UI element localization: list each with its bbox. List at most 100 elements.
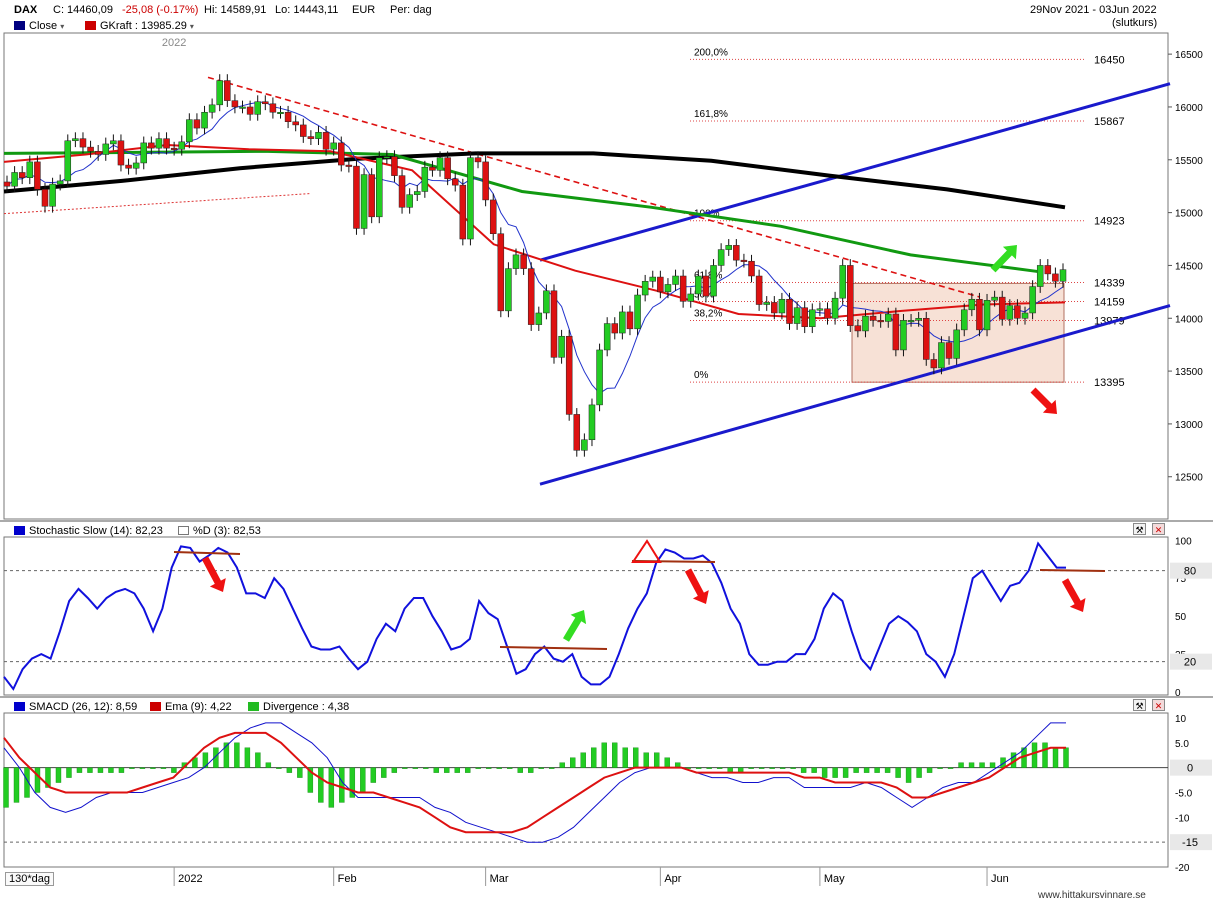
candle-up (72, 138, 79, 142)
candle-down (998, 296, 1006, 320)
candle-up (254, 101, 261, 115)
divergence-bar (622, 747, 628, 768)
price-tick-label: 13500 (1175, 367, 1203, 378)
candle-down (869, 315, 877, 321)
candle-down (801, 307, 808, 327)
candle-down (391, 156, 398, 176)
stoch-tick-label: 0 (1175, 688, 1181, 699)
divergence-bar (968, 762, 975, 768)
candle-up (664, 284, 672, 293)
candle-up (983, 300, 991, 331)
divergence-bar (538, 767, 544, 769)
candle-down (224, 80, 231, 101)
price-level-label: 14339 (1094, 277, 1125, 289)
macd-legend-main: SMACD (26, 12): 8,59 (14, 701, 137, 713)
candle-down (451, 178, 459, 186)
divergence-bar (444, 767, 450, 773)
divergence-bar (34, 767, 41, 793)
candle-down (657, 276, 664, 293)
candle-up (1021, 312, 1029, 319)
divergence-bar (612, 742, 618, 768)
candle-up (64, 140, 72, 182)
red-arrow-icon (1030, 387, 1057, 414)
footer-period[interactable]: 130*dag (5, 872, 54, 886)
candle-down (824, 308, 831, 319)
legend-close[interactable]: Close ▾ (14, 20, 64, 32)
candle-down (474, 157, 482, 163)
stoch-tick-label: 100 (1175, 536, 1192, 547)
macd-level-box (1170, 759, 1212, 776)
candle-up (376, 157, 383, 218)
divergence-bar (958, 762, 964, 768)
smacd-line (3, 722, 1066, 843)
legend-close-swatch (14, 21, 25, 30)
close-icon[interactable]: ✕ (1152, 699, 1165, 711)
close-icon[interactable]: ✕ (1152, 523, 1165, 535)
ema-swatch (150, 702, 161, 711)
divergence-bar (402, 767, 408, 769)
divergence-bar (234, 742, 240, 768)
candle-up (725, 245, 732, 250)
candle-down (148, 142, 155, 149)
candle-up (178, 141, 185, 150)
candle-down (284, 111, 292, 122)
settings-icon[interactable]: ⚒ (1133, 699, 1146, 711)
divergence-bar (297, 767, 303, 778)
candle-down (193, 119, 201, 129)
candle-up (421, 166, 429, 192)
candle-up (383, 156, 391, 159)
macd-legend-ema: Ema (9): 4,22 (150, 701, 232, 713)
warning-triangle-icon (631, 539, 662, 563)
candle-down (489, 199, 497, 234)
stoch-level-label: 20 (1184, 657, 1196, 669)
candle-up (436, 157, 444, 171)
divergence-bar (286, 767, 293, 773)
green-arrow-icon (990, 245, 1017, 273)
legend-gkraft[interactable]: GKraft : 13985.29 ▾ (85, 20, 194, 32)
stoch-reference-line (1039, 569, 1106, 572)
candle-up (695, 275, 702, 295)
divergence-bar (695, 767, 702, 769)
candle-up (603, 323, 611, 351)
candle-down (269, 103, 277, 113)
settings-icon[interactable]: ⚒ (1133, 523, 1146, 535)
candle-up (991, 296, 998, 301)
candle-up (641, 281, 649, 296)
candle-up (132, 162, 140, 169)
candle-up (155, 138, 163, 149)
candle-up (634, 294, 641, 330)
header-period: Per: dag (390, 4, 432, 16)
candle-up (110, 140, 117, 145)
fib-label: 200,0% (694, 47, 728, 58)
header-date-range: 29Nov 2021 - 03Jun 2022 (1030, 4, 1157, 16)
candle-down (163, 138, 170, 149)
divergence-bar (97, 767, 104, 773)
divergence-bar (223, 742, 230, 768)
legend-gkraft-swatch (85, 21, 96, 30)
dropdown-arrow-icon[interactable]: ▾ (189, 22, 194, 31)
divergence-bar (601, 742, 607, 768)
candle-down (87, 146, 94, 152)
candle-down (79, 138, 87, 148)
dropdown-arrow-icon[interactable]: ▾ (60, 22, 65, 31)
divergence-bar (202, 752, 209, 768)
stochastic-pane (3, 536, 1169, 696)
candle-down (1014, 305, 1021, 319)
divergence-bar (769, 767, 775, 769)
divergence-bar (55, 767, 62, 783)
ema-line (3, 731, 1066, 834)
divergence-bar (1063, 747, 1069, 768)
macd-swatch (14, 702, 25, 711)
red-arrow-icon (684, 568, 709, 604)
candle-up (672, 275, 679, 285)
div-swatch (248, 702, 259, 711)
candle-down (679, 275, 687, 302)
candle-up (543, 290, 550, 314)
stoch-legend-main: Stochastic Slow (14): 82,23 (14, 525, 163, 537)
candle-up (968, 298, 976, 311)
dotted-trendline (3, 193, 311, 215)
candle-down (520, 254, 527, 269)
x-axis-tick-label: 2022 (178, 873, 202, 885)
candle-up (763, 302, 770, 305)
